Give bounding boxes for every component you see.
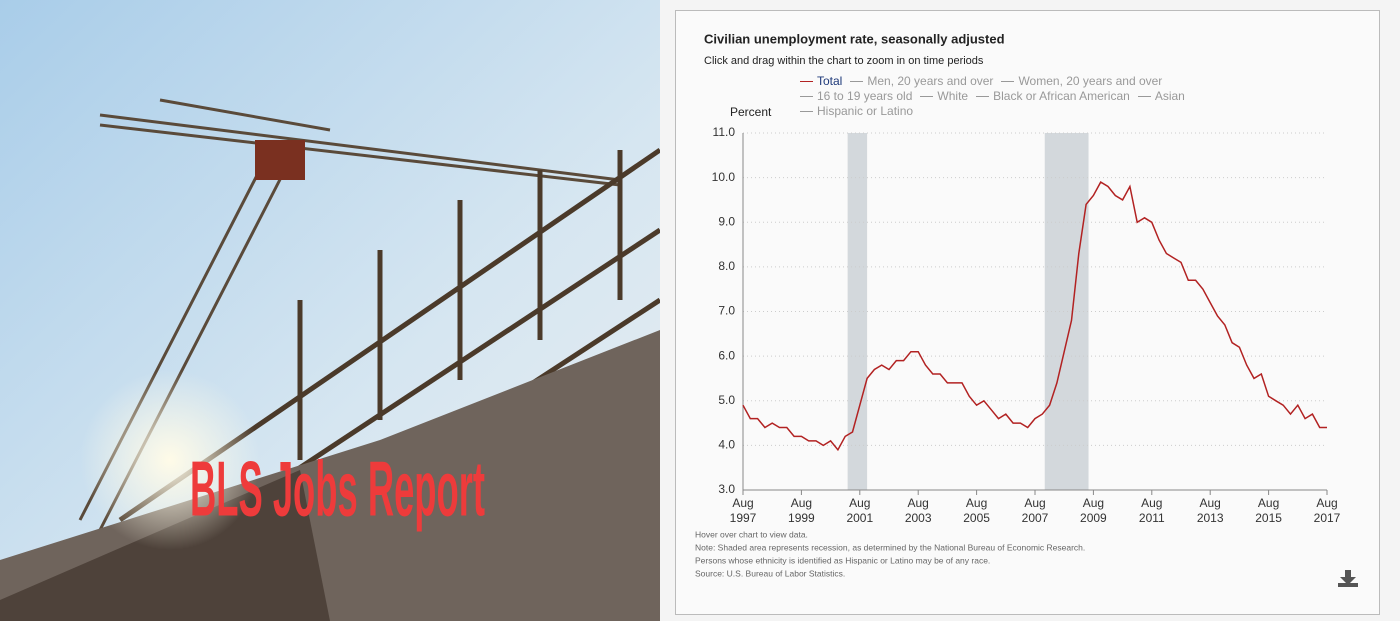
- legend-item[interactable]: Asian: [1137, 89, 1185, 104]
- x-tick-label: Aug 2007: [1021, 496, 1049, 525]
- chart-note: Hover over chart to view data.: [695, 529, 808, 539]
- x-tick-label: Aug 1999: [788, 496, 815, 525]
- y-tick-label: 8.0: [718, 259, 735, 273]
- chart-title: Civilian unemployment rate, seasonally a…: [704, 31, 1005, 46]
- legend-item[interactable]: White: [920, 89, 968, 104]
- y-tick-label: 4.0: [718, 438, 735, 452]
- chart-note: Persons whose ethnicity is identified as…: [695, 555, 990, 565]
- chart-note: Note: Shaded area represents recession, …: [695, 542, 1085, 552]
- download-icon[interactable]: [1338, 570, 1358, 587]
- legend-label: Men, 20 years and over: [867, 74, 994, 88]
- legend-swatch: [800, 81, 813, 83]
- x-tick-label: Aug 1997: [729, 496, 757, 525]
- x-tick-label: Aug 2011: [1138, 496, 1165, 525]
- y-tick-label: 5.0: [718, 393, 735, 407]
- legend-swatch: [1001, 81, 1015, 83]
- legend-label: Total: [817, 74, 843, 88]
- y-tick-label: 10.0: [712, 170, 736, 184]
- legend-item[interactable]: Hispanic or Latino: [800, 104, 913, 119]
- recession-band: [1044, 133, 1089, 490]
- legend-swatch: [800, 96, 813, 98]
- legend-item[interactable]: Total: [800, 74, 842, 89]
- legend-swatch: [920, 96, 934, 98]
- x-tick-label: Aug 2009: [1080, 496, 1107, 525]
- y-tick-label: 9.0: [718, 214, 735, 228]
- photo: BLS Jobs Report: [0, 0, 662, 621]
- legend-item[interactable]: 16 to 19 years old: [800, 89, 912, 104]
- legend-item[interactable]: Women, 20 years and over: [1001, 74, 1162, 89]
- x-tick-label: Aug 2017: [1313, 496, 1341, 525]
- legend-swatch: [800, 111, 813, 113]
- x-tick-label: Aug 2003: [904, 496, 932, 525]
- legend-swatch: [850, 81, 864, 83]
- y-tick-label: 3.0: [718, 482, 735, 496]
- legend-label: 16 to 19 years old: [817, 89, 913, 103]
- legend-label: Women, 20 years and over: [1018, 74, 1163, 88]
- legend-label: Hispanic or Latino: [817, 104, 914, 118]
- y-tick-label: 6.0: [718, 348, 735, 362]
- banner-title: BLS Jobs Report: [190, 445, 485, 533]
- legend-item[interactable]: Black or African American: [976, 89, 1130, 104]
- legend-label: White: [937, 89, 969, 103]
- chart-panel: [675, 10, 1380, 615]
- legend-label: Black or African American: [993, 89, 1130, 103]
- x-tick-label: Aug 2005: [963, 496, 990, 525]
- legend: Total Men, 20 years and over Women, 20 yea…: [800, 74, 1240, 119]
- chart-note: Source: U.S. Bureau of Labor Statistics.: [695, 568, 845, 578]
- recession-band: [847, 133, 868, 490]
- data-line: [742, 181, 1327, 452]
- y-tick-label: 7.0: [718, 304, 735, 318]
- x-tick-label: Aug 2001: [846, 496, 874, 525]
- y-tick-label: 11.0: [713, 125, 736, 139]
- legend-label: Asian: [1154, 89, 1185, 103]
- y-axis-label: Percent: [730, 105, 772, 119]
- legend-swatch: [1137, 96, 1151, 98]
- x-tick-label: Aug 2013: [1196, 496, 1224, 525]
- legend-item[interactable]: Men, 20 years and over: [850, 74, 993, 89]
- chart-subtitle: Click and drag within the chart to zoom …: [704, 55, 984, 67]
- x-tick-label: Aug 2015: [1255, 496, 1282, 525]
- legend-swatch: [976, 96, 990, 98]
